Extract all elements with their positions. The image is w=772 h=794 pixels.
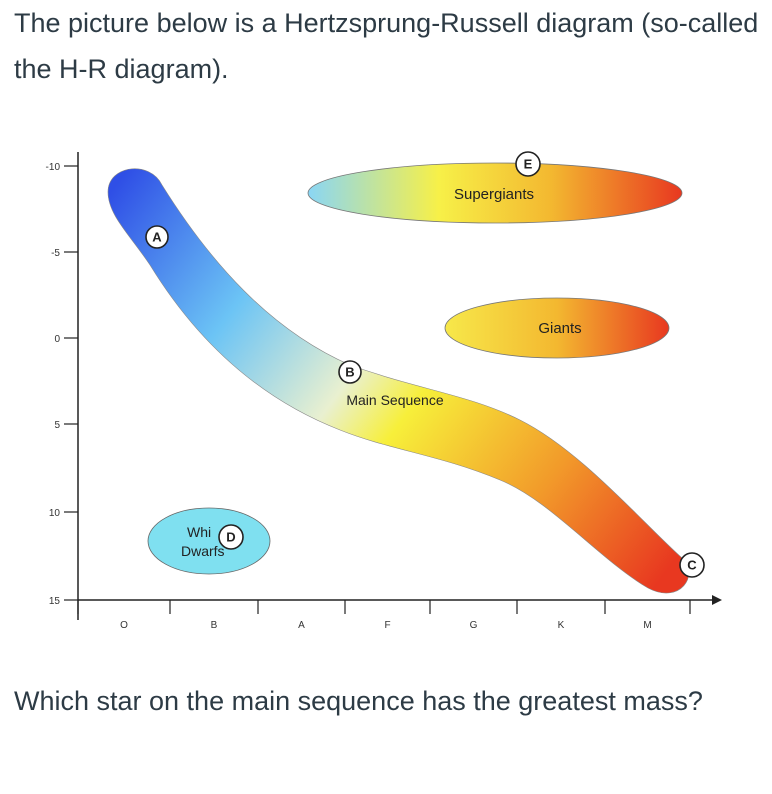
x-tick-label: K xyxy=(558,620,565,631)
marker-d: D xyxy=(218,524,244,550)
x-tick-label: G xyxy=(470,620,478,631)
x-tick-label: O xyxy=(120,620,128,631)
giants-region xyxy=(444,297,670,359)
svg-text:A: A xyxy=(152,230,162,245)
x-tick-label: B xyxy=(211,620,218,631)
svg-text:D: D xyxy=(226,530,235,545)
y-tick-label: 5 xyxy=(54,420,60,431)
x-axis-arrow xyxy=(712,595,722,605)
x-tick-label: F xyxy=(384,620,390,631)
x-tick-label: M xyxy=(643,620,651,631)
y-tick-label: -10 xyxy=(46,162,61,173)
y-tick-label: 0 xyxy=(54,334,60,345)
svg-text:B: B xyxy=(345,365,354,380)
x-tick-label: A xyxy=(298,620,305,631)
marker-a: A xyxy=(145,225,169,249)
marker-b: B xyxy=(338,360,362,384)
y-tick-label: 10 xyxy=(49,508,61,519)
y-tick-group: -10 -5 0 5 10 15 xyxy=(46,162,78,607)
supergiants-label: Supergiants xyxy=(454,186,534,203)
marker-c: C xyxy=(679,552,705,578)
giants-label: Giants xyxy=(538,320,581,337)
white-dwarfs-label-2: Dwarfs xyxy=(181,543,225,559)
main-sequence-band xyxy=(107,168,689,594)
white-dwarfs-region xyxy=(147,507,271,575)
intro-text: The picture below is a Hertzsprung-Russe… xyxy=(14,8,759,84)
question-text: Which star on the main sequence has the … xyxy=(14,686,703,716)
marker-e: E xyxy=(515,151,541,177)
y-tick-label: -5 xyxy=(51,248,60,259)
main-sequence-label: Main Sequence xyxy=(346,392,444,408)
y-tick-label: 15 xyxy=(49,596,61,607)
supergiants-region xyxy=(307,162,683,224)
svg-text:C: C xyxy=(687,558,697,573)
white-dwarfs-label-1: Whi xyxy=(187,524,211,540)
svg-text:E: E xyxy=(524,157,533,172)
